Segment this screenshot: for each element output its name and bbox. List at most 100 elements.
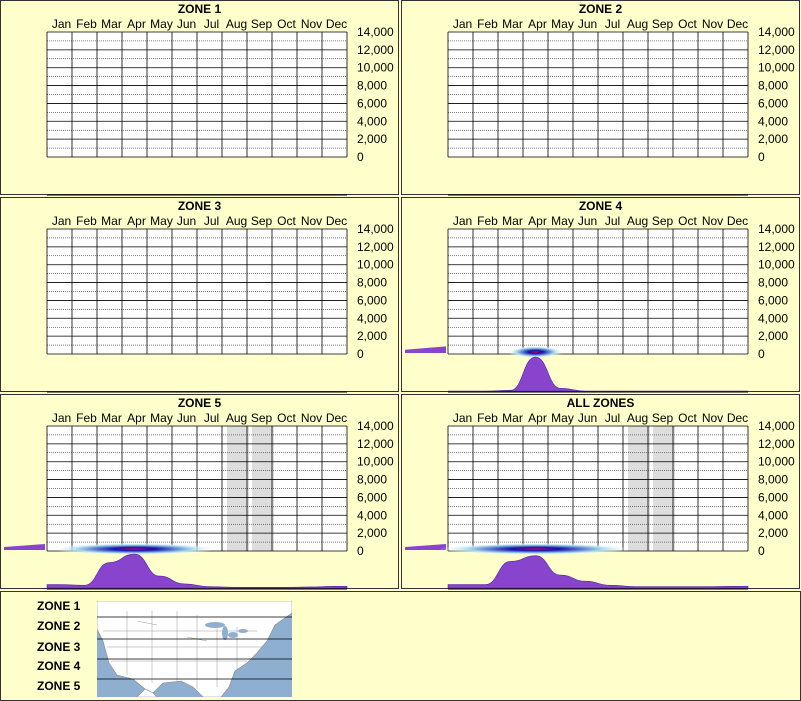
y-tick-label: 6,000 <box>357 490 387 504</box>
month-label: Oct <box>277 411 296 425</box>
y-tick-label: 14,000 <box>357 222 394 236</box>
legend-zone-2: ZONE 2 <box>37 619 81 633</box>
month-label: Nov <box>301 411 322 425</box>
legend-zone-4: ZONE 4 <box>37 659 81 673</box>
month-label: Sep <box>652 214 674 228</box>
panel-title: ZONE 5 <box>177 396 222 410</box>
y-tick-label: 2,000 <box>357 526 387 540</box>
month-label: Jul <box>204 17 219 31</box>
y-tick-label: 0 <box>357 347 364 361</box>
heat-band <box>52 543 217 555</box>
month-label: Nov <box>702 17 723 31</box>
zone-panel: Jan Feb Mar Apr May Jun Jul Aug Sep Oct Nov Dec 14,0… <box>0 394 399 590</box>
y-tick-label: 2,000 <box>758 132 788 146</box>
y-tick-label: 2,000 <box>758 329 788 343</box>
month-label: Apr <box>127 411 146 425</box>
mexico-land <box>136 688 158 697</box>
y-tick-label: 2,000 <box>357 132 387 146</box>
y-tick-label: 4,000 <box>758 114 788 128</box>
month-label: Jul <box>204 214 219 228</box>
month-label: Aug <box>627 214 648 228</box>
month-label: Apr <box>127 214 146 228</box>
month-label: Aug <box>627 411 648 425</box>
y-tick-label: 4,000 <box>758 311 788 325</box>
y-tick-label: 10,000 <box>758 258 795 272</box>
y-tick-label: 0 <box>758 347 765 361</box>
zone-legend: ZONE 1 ZONE 2 ZONE 3 ZONE 4 ZONE 5 <box>0 591 801 701</box>
month-label: Feb <box>76 411 97 425</box>
chart-svg: Jan Feb Mar Apr May Jun Jul Aug Sep Oct Nov Dec 14,0… <box>4 411 394 590</box>
y-tick-label: 8,000 <box>357 473 387 487</box>
month-label: Sep <box>251 214 273 228</box>
month-label: Mar <box>502 214 523 228</box>
month-label: Jan <box>52 214 71 228</box>
y-tick-label: 14,000 <box>758 419 795 433</box>
y-tick-label: 4,000 <box>357 508 387 522</box>
month-label: Jun <box>578 214 597 228</box>
month-label: Feb <box>76 214 97 228</box>
legend-zone-5: ZONE 5 <box>37 679 81 693</box>
y-tick-label: 0 <box>357 150 364 164</box>
month-label: Mar <box>502 17 523 31</box>
month-label: Apr <box>127 17 146 31</box>
panel-title: ZONE 2 <box>578 2 623 16</box>
y-tick-label: 0 <box>357 544 364 558</box>
month-label: Oct <box>277 214 296 228</box>
zone-boundaries <box>97 616 292 680</box>
month-label: Apr <box>528 17 547 31</box>
month-label: Sep <box>652 411 674 425</box>
y-tick-label: 2,000 <box>758 526 788 540</box>
zone-panel: Jan Feb Mar Apr May Jun Jul Aug Sep Oct Nov Dec 14,0… <box>401 394 800 590</box>
month-label: Nov <box>301 214 322 228</box>
month-label: Jun <box>177 214 196 228</box>
y-tick-label: 14,000 <box>357 25 394 39</box>
month-label: Dec <box>326 411 347 425</box>
month-label: Nov <box>301 17 322 31</box>
y-tick-label: 12,000 <box>357 240 394 254</box>
y-tick-label: 10,000 <box>357 455 394 469</box>
panel-title: ZONE 3 <box>177 199 222 213</box>
month-label: Jan <box>52 411 71 425</box>
month-label: Apr <box>528 411 547 425</box>
y-tick-label: 0 <box>758 544 765 558</box>
state-borders <box>103 611 262 689</box>
month-label: Apr <box>528 214 547 228</box>
y-tick-label: 10,000 <box>758 455 795 469</box>
month-label: Mar <box>502 411 523 425</box>
y-tick-label: 6,000 <box>758 490 788 504</box>
y-tick-label: 6,000 <box>357 293 387 307</box>
land <box>97 601 292 697</box>
y-tick-label: 8,000 <box>758 79 788 93</box>
y-tick-label: 8,000 <box>357 276 387 290</box>
month-label: Oct <box>678 411 697 425</box>
month-label: Feb <box>477 214 498 228</box>
month-label: Jul <box>605 17 620 31</box>
y-tick-label: 8,000 <box>758 473 788 487</box>
month-label: Dec <box>326 214 347 228</box>
left-level-bar <box>405 346 446 353</box>
month-label: Jan <box>453 411 472 425</box>
zone-panel: Jan Feb Mar Apr May Jun Jul Aug Sep Oct Nov Dec 14,0… <box>0 197 399 393</box>
y-tick-label: 4,000 <box>357 311 387 325</box>
month-label: Oct <box>678 17 697 31</box>
month-label: Dec <box>727 411 748 425</box>
panel-title: ZONE 4 <box>578 199 623 213</box>
chart-svg: Jan Feb Mar Apr May Jun Jul Aug Sep Oct Nov Dec 14,0… <box>405 411 795 590</box>
month-label: Oct <box>678 214 697 228</box>
great-lakes <box>205 622 248 640</box>
chart-svg: Jan Feb Mar Apr May Jun Jul Aug Sep Oct Nov Dec 14,0… <box>447 17 795 196</box>
month-label: Mar <box>101 17 122 31</box>
chart-svg: Jan Feb Mar Apr May Jun Jul Aug Sep Oct Nov Dec 14,0… <box>46 214 394 393</box>
month-label: May <box>551 214 574 228</box>
month-label: Dec <box>727 17 748 31</box>
month-label: Aug <box>226 214 247 228</box>
month-label: Jun <box>177 411 196 425</box>
month-label: May <box>150 411 173 425</box>
month-label: Jan <box>453 17 472 31</box>
us-map <box>97 601 292 697</box>
y-tick-label: 12,000 <box>758 43 795 57</box>
month-label: Jul <box>204 411 219 425</box>
y-tick-label: 10,000 <box>758 61 795 75</box>
legend-zone-1: ZONE 1 <box>37 599 81 613</box>
panel-title: ALL ZONES <box>566 396 635 410</box>
